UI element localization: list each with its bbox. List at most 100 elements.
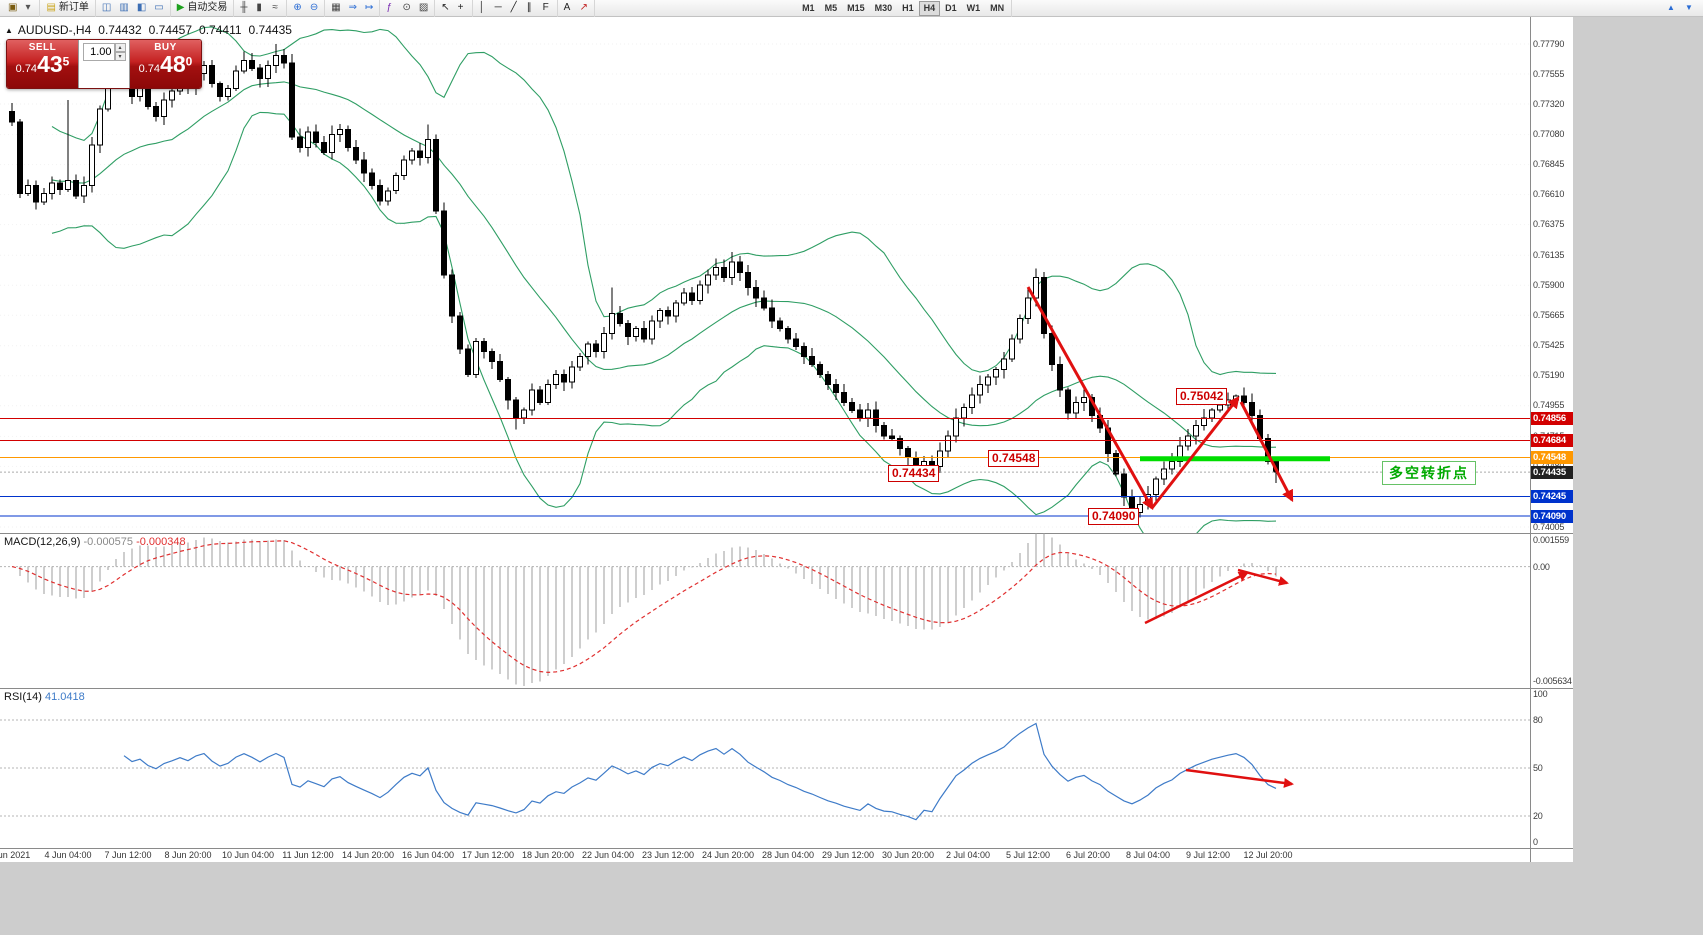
candlestick-chart-button[interactable]: ▮ xyxy=(252,1,268,16)
price-scale-label: -0.005634 xyxy=(1533,676,1572,686)
text-label-button[interactable]: A xyxy=(560,1,576,16)
equidistant-channel-button[interactable]: ∥ xyxy=(523,1,539,16)
timeframe-h1-button[interactable]: H1 xyxy=(897,1,919,16)
price-tag-0.74856: 0.74856 xyxy=(1531,411,1573,425)
toolbar-scroll-down-button[interactable]: ▼ xyxy=(1681,1,1697,16)
market-watch-button[interactable]: ◫ xyxy=(98,1,115,16)
toolbar-scroll-up-button[interactable]: ▲ xyxy=(1663,1,1679,16)
time-axis-label: 17 Jun 12:00 xyxy=(461,850,515,860)
rsi-label: RSI(14) 41.0418 xyxy=(4,691,85,703)
navigator-button[interactable]: ◧ xyxy=(133,1,150,16)
macd-panel-canvas[interactable] xyxy=(0,533,1530,688)
templates-button[interactable]: ▨ xyxy=(415,1,432,16)
vertical-line-button[interactable]: │ xyxy=(475,1,491,16)
trendline-icon: ╱ xyxy=(510,2,517,13)
auto-scroll-icon: ⇒ xyxy=(348,2,358,13)
buy-price: 0.74480 xyxy=(130,53,201,77)
buy-label: BUY xyxy=(154,42,177,53)
data-window-button[interactable]: ▥ xyxy=(115,1,132,16)
volume-down-button[interactable]: ▾ xyxy=(114,52,126,61)
time-axis-label: 5 Jul 12:00 xyxy=(1005,850,1051,860)
panel-separator[interactable] xyxy=(1531,533,1573,534)
buy-price-prefix: 0.74 xyxy=(138,63,161,75)
auto-scroll-button[interactable]: ⇒ xyxy=(345,1,361,16)
bar-chart-icon: ╫ xyxy=(240,2,248,13)
timeframe-m5-button[interactable]: M5 xyxy=(820,1,843,16)
rsi-value: 41.0418 xyxy=(44,691,85,703)
time-axis-label: 9 Jul 12:00 xyxy=(1185,850,1231,860)
arrows-tool-button[interactable]: ↗ xyxy=(576,1,592,16)
trend-arrow[interactable] xyxy=(1239,401,1294,503)
horizontal-line-button[interactable]: ─ xyxy=(491,1,507,16)
timeframe-m15-button[interactable]: M15 xyxy=(842,1,870,16)
price-scale-label: 0.74955 xyxy=(1533,400,1565,411)
sell-button[interactable]: SELL 0.74435 xyxy=(7,40,78,88)
timeframe-w1-button[interactable]: W1 xyxy=(962,1,986,16)
vertical-line-icon: │ xyxy=(478,2,485,13)
auto-trading-button[interactable]: ▶ 自动交易 xyxy=(173,1,232,16)
macd-histogram xyxy=(19,533,1277,686)
trend-arrow[interactable] xyxy=(1150,396,1240,509)
trend-arrow[interactable] xyxy=(1237,568,1289,586)
trend-arrow[interactable] xyxy=(1185,768,1294,788)
time-axis-label: 2 Jul 04:00 xyxy=(945,850,991,860)
periods-button[interactable]: ⊙ xyxy=(398,1,414,16)
pivot-note[interactable]: 多空转折点 xyxy=(1382,461,1476,485)
price-callout[interactable]: 0.74548 xyxy=(988,450,1040,467)
new-order-button[interactable]: ▤ 新订单 xyxy=(42,1,92,16)
zoom-in-button[interactable]: ⊕ xyxy=(289,1,305,16)
crosshair-button[interactable]: + xyxy=(454,1,470,16)
price-callout[interactable]: 0.74090 xyxy=(1088,508,1140,525)
bar-chart-button[interactable]: ╫ xyxy=(236,1,252,16)
volume-input[interactable] xyxy=(82,43,115,61)
chart-shift-button[interactable]: ↦ xyxy=(361,1,377,16)
price-scale-label: 0.75665 xyxy=(1533,309,1565,320)
time-axis-label: 8 Jun 20:00 xyxy=(164,850,212,860)
terminal-button[interactable]: ▭ xyxy=(150,1,167,16)
price-scale[interactable]: 0.77790 0.77555 0.77320 0.77080 0.76845 0.766… xyxy=(1530,17,1573,862)
bb-upper xyxy=(51,26,1277,376)
time-axis[interactable]: 1 Jun 2021 4 Jun 04:00 7 Jun 12:00 8 Jun 20… xyxy=(0,848,1530,862)
price-callout[interactable]: 0.75042 xyxy=(1176,388,1228,405)
one-click-collapse-icon[interactable]: ▲ xyxy=(5,26,13,35)
zoom-out-button[interactable]: ⊖ xyxy=(306,1,322,16)
new-chart-button[interactable]: ▣ xyxy=(4,1,21,16)
rsi-panel-canvas[interactable] xyxy=(0,688,1530,848)
time-axis-label: 1 Jun 2021 xyxy=(0,850,31,860)
timeframe-d1-button[interactable]: D1 xyxy=(940,1,962,16)
price-scale-label: 0.001559 xyxy=(1533,535,1569,545)
new-order-label: 新订单 xyxy=(58,2,89,13)
time-axis-label: 12 Jul 20:00 xyxy=(1243,850,1293,860)
timeframe-h4-button[interactable]: H4 xyxy=(918,0,941,16)
trend-arrow[interactable] xyxy=(1026,286,1154,511)
trend-arrow[interactable] xyxy=(1144,571,1249,625)
volume-up-button[interactable]: ▴ xyxy=(114,43,126,52)
new-chart-icon: ▣ xyxy=(8,2,18,13)
toolbar: ▣ ▾ ▤ 新订单 ◫ ▥ ◧ ▭ ▶ 自动交易 ╫ ▮ ≈ ⊕ ⊖ ▦ ⇒ ↦ ƒ ⊙ ▨ ↖ + │ ─ ╱ ∥ F A ↗ M1 M5 M… xyxy=(0,0,1703,17)
fibonacci-button[interactable]: F xyxy=(539,1,555,16)
bb-lower xyxy=(51,111,1277,533)
price-callout[interactable]: 0.74434 xyxy=(888,465,940,482)
tile-windows-button[interactable]: ▦ xyxy=(327,1,344,16)
cursor-button[interactable]: ↖ xyxy=(437,1,453,16)
panel-separator[interactable] xyxy=(1531,688,1573,689)
timeframe-mn-button[interactable]: MN xyxy=(985,1,1009,16)
time-axis-label: 28 Jun 04:00 xyxy=(761,850,815,860)
trendline-button[interactable]: ╱ xyxy=(507,1,523,16)
main-chart-canvas[interactable] xyxy=(0,17,1530,533)
panel-separator[interactable] xyxy=(1531,848,1573,849)
timeframe-m30-button[interactable]: M30 xyxy=(870,1,898,16)
line-chart-button[interactable]: ≈ xyxy=(268,1,284,16)
trend-arrows xyxy=(1185,768,1294,788)
indicators-button[interactable]: ƒ xyxy=(382,1,398,16)
chart-window: ▲ AUDUSD-,H4 0.74432 0.74457 0.74411 0.74435 … xyxy=(0,17,1573,862)
zoom-in-icon: ⊕ xyxy=(293,2,302,13)
timeframe-m1-button[interactable]: M1 xyxy=(797,1,820,16)
crosshair-icon: + xyxy=(457,2,464,13)
profiles-button[interactable]: ▾ xyxy=(21,1,37,16)
time-axis-label: 18 Jun 20:00 xyxy=(521,850,575,860)
macd-signal-line xyxy=(11,540,1277,674)
price-scale-label: 0.74005 xyxy=(1533,521,1565,532)
time-axis-label: 8 Jul 04:00 xyxy=(1125,850,1171,860)
buy-button[interactable]: BUY 0.74480 xyxy=(130,40,201,88)
